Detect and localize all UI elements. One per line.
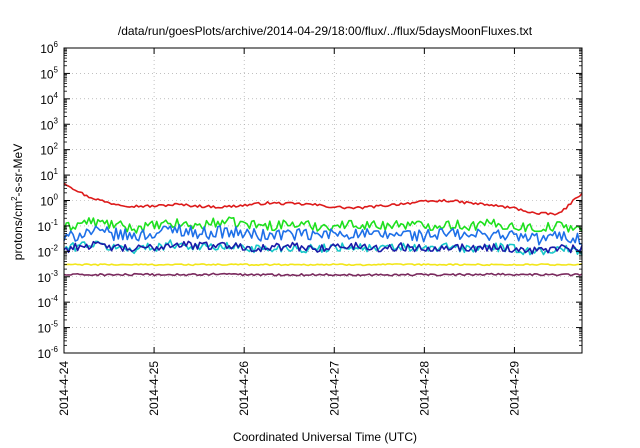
y-tick-label: 10-3 <box>38 269 59 285</box>
x-tick-label: 2014-4-28 <box>417 361 431 416</box>
y-tick-exp: -3 <box>51 269 59 278</box>
y-tick-base: 10 <box>38 271 52 285</box>
y-tick-base: 10 <box>38 322 52 336</box>
y-tick-base: 10 <box>40 169 54 183</box>
y-tick-exp: 3 <box>54 116 59 125</box>
y-tick-label: 10-5 <box>38 320 59 336</box>
y-tick-exp: 1 <box>54 167 59 176</box>
plot-frame <box>63 47 583 354</box>
y-tick-label: 102 <box>40 142 58 158</box>
y-tick-label: 106 <box>40 40 58 56</box>
y-tick-exp: -4 <box>51 294 59 303</box>
series-line-7 <box>63 272 583 277</box>
series-line-1 <box>63 182 583 216</box>
series-line-5 <box>63 240 583 255</box>
y-axis-tick-labels: 10-610-510-410-310-210-11001011021031041… <box>38 40 59 361</box>
y-tick-label: 10-6 <box>38 345 59 361</box>
y-tick-base: 10 <box>38 296 52 310</box>
y-tick-exp: -6 <box>51 345 59 354</box>
y-tick-label: 10-1 <box>38 218 59 234</box>
y-axis-label: protons/cm2-s-sr-MeV <box>10 144 25 260</box>
y-tick-base: 10 <box>40 67 54 81</box>
y-tick-exp: 4 <box>54 91 59 100</box>
y-tick-base: 10 <box>40 195 54 209</box>
y-axis-label-sup: 2 <box>10 196 19 201</box>
y-tick-exp: 6 <box>54 40 59 49</box>
x-tick-label: 2014-4-29 <box>507 361 521 416</box>
y-tick-exp: 5 <box>54 65 59 74</box>
y-tick-exp: -5 <box>51 320 59 329</box>
y-axis-label-prefix: protons/cm <box>11 201 25 260</box>
y-tick-label: 105 <box>40 65 58 81</box>
series-line-3 <box>63 223 583 246</box>
series-line-6 <box>64 263 583 267</box>
series-line-2 <box>63 216 583 234</box>
x-tick-label: 2014-4-24 <box>57 361 71 416</box>
x-axis-label: Coordinated Universal Time (UTC) <box>233 430 417 444</box>
y-tick-label: 100 <box>40 193 58 209</box>
y-tick-base: 10 <box>40 118 54 132</box>
y-tick-exp: 2 <box>54 142 59 151</box>
series-layer <box>63 182 583 277</box>
y-tick-base: 10 <box>38 347 52 361</box>
y-tick-base: 10 <box>40 42 54 56</box>
y-tick-label: 104 <box>40 91 58 107</box>
y-tick-base: 10 <box>38 245 52 259</box>
y-tick-exp: -2 <box>51 243 59 252</box>
y-tick-base: 10 <box>38 220 52 234</box>
y-tick-label: 103 <box>40 116 58 132</box>
x-tick-label: 2014-4-27 <box>327 361 341 416</box>
grid-lines <box>63 47 582 354</box>
chart-title: /data/run/goesPlots/archive/2014-04-29/1… <box>118 24 533 38</box>
x-tick-label: 2014-4-26 <box>237 361 251 416</box>
y-tick-exp: -1 <box>51 218 59 227</box>
x-tick-label: 2014-4-25 <box>147 361 161 416</box>
y-tick-label: 10-2 <box>38 243 59 259</box>
y-tick-label: 101 <box>40 167 58 183</box>
y-tick-exp: 0 <box>54 193 59 202</box>
y-axis-label-suffix: -s-sr-MeV <box>11 144 25 197</box>
y-tick-label: 10-4 <box>38 294 59 310</box>
y-tick-base: 10 <box>40 144 54 158</box>
y-tick-base: 10 <box>40 93 54 107</box>
x-axis-tick-labels: 2014-4-24 2014-4-25 2014-4-26 2014-4-27 2014… <box>57 361 521 416</box>
